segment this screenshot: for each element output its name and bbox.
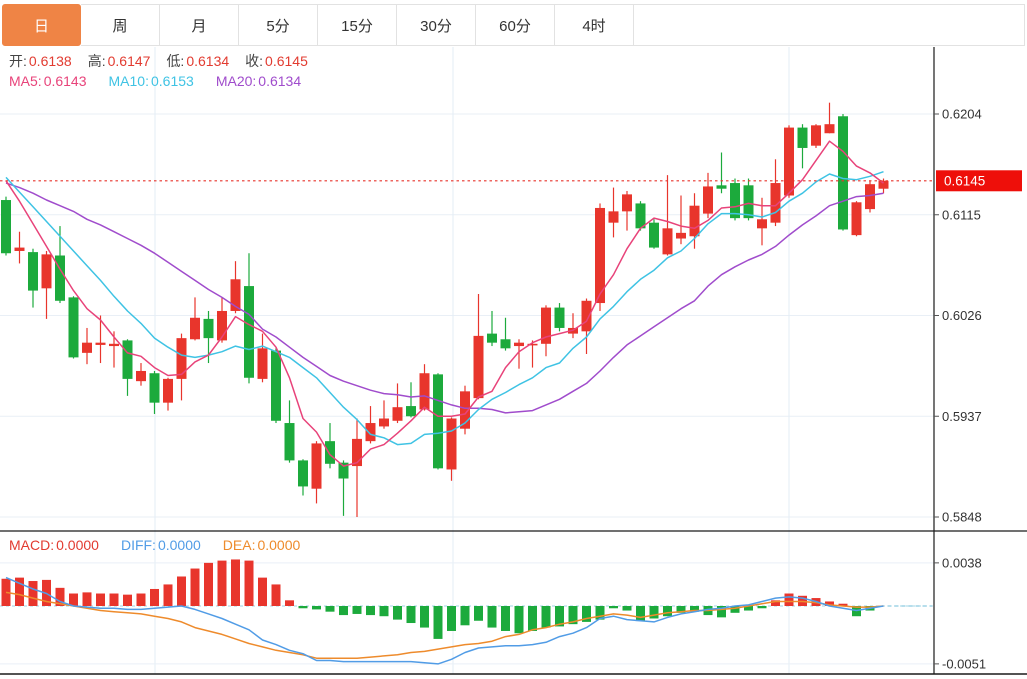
ma20-line (5, 182, 884, 414)
ohlc-info-row: 开: 0.6138 高: 0.6147 低: 0.6134 收: 0.6145 (9, 51, 308, 71)
ma-legend-row: MA5: 0.6143 MA10: 0.6153 MA20: 0.6134 (9, 73, 301, 89)
quote-item: 开: 0.6138 (9, 51, 72, 71)
macd-legend-row: MACD: 0.0000 DIFF: 0.0000 DEA: 0.0000 (9, 537, 300, 553)
field-value: 0.6138 (28, 53, 72, 69)
field-value: 0.6153 (150, 73, 194, 89)
field-value: 0.6143 (43, 73, 87, 89)
macd-lines-layer (5, 576, 932, 665)
field-value: 0.0000 (157, 537, 201, 553)
current-price-label: 0.6145 (944, 174, 985, 189)
price-axis-label: 0.5937 (942, 409, 982, 424)
gridlines-layer (0, 47, 934, 674)
tab-interval-4时[interactable]: 4时 (555, 4, 634, 46)
macd-axis-label: -0.0051 (942, 656, 986, 671)
field-label: MA20: (215, 73, 257, 89)
dea-line (5, 591, 884, 659)
tab-interval-60分[interactable]: 60分 (476, 4, 555, 46)
field-value: 0.6134 (186, 53, 230, 69)
price-axis-label: 0.6204 (942, 107, 982, 122)
field-label: 收: (245, 53, 264, 69)
macd-histogram-layer (1, 559, 875, 639)
ma10-line (5, 170, 884, 446)
tab-interval-日[interactable]: 日 (2, 4, 81, 46)
legend-item: MACD: 0.0000 (9, 537, 99, 553)
price-axis-label: 0.6026 (942, 308, 982, 323)
field-value: 0.0000 (257, 537, 301, 553)
field-label: MACD: (9, 537, 55, 553)
legend-item: MA5: 0.6143 (9, 73, 87, 89)
quote-item: 收: 0.6145 (245, 51, 308, 71)
field-label: 高: (87, 53, 106, 69)
field-label: DIFF: (120, 537, 156, 553)
field-value: 0.6147 (107, 53, 151, 69)
ma5-line (5, 140, 884, 467)
field-value: 0.0000 (56, 537, 99, 553)
interval-tabbar: 日周月 5分 15分 30分 60分 4时 (2, 4, 1025, 46)
tab-interval-月[interactable]: 月 (160, 4, 239, 46)
tab-interval-5分[interactable]: 5分 (239, 4, 318, 46)
field-value: 0.6134 (258, 73, 302, 89)
quote-item: 高: 0.6147 (88, 51, 151, 71)
quote-item: 低: 0.6134 (166, 51, 229, 71)
field-label: 低: (166, 53, 185, 69)
field-label: DEA: (222, 537, 256, 553)
field-label: MA5: (9, 73, 42, 89)
diff-line (5, 576, 884, 665)
current-price-bubble: 0.6145 (936, 170, 1022, 192)
panel-borders (0, 47, 1027, 675)
tab-interval-30分[interactable]: 30分 (397, 4, 476, 46)
legend-item: MA10: 0.6153 (109, 73, 194, 89)
tabbar-filler (634, 4, 1025, 46)
legend-item: MA20: 0.6134 (216, 73, 301, 89)
field-label: 开: (9, 53, 27, 69)
y-axis-labels: 0.6204 0.6115 0.6026 0.5937 0.5848 0.0038 -0.0… (934, 107, 986, 671)
field-value: 0.6145 (265, 53, 308, 69)
macd-axis-label: 0.0038 (942, 555, 982, 570)
candlestick-layer (1, 102, 889, 517)
ma-lines-layer (5, 140, 884, 467)
tab-interval-15分[interactable]: 15分 (318, 4, 397, 46)
field-label: MA10: (108, 73, 149, 89)
legend-item: DIFF: 0.0000 (121, 537, 201, 553)
tab-interval-周[interactable]: 周 (81, 4, 160, 46)
price-axis-label: 0.5848 (942, 510, 982, 525)
legend-item: DEA: 0.0000 (223, 537, 301, 553)
price-axis-label: 0.6115 (942, 207, 981, 222)
